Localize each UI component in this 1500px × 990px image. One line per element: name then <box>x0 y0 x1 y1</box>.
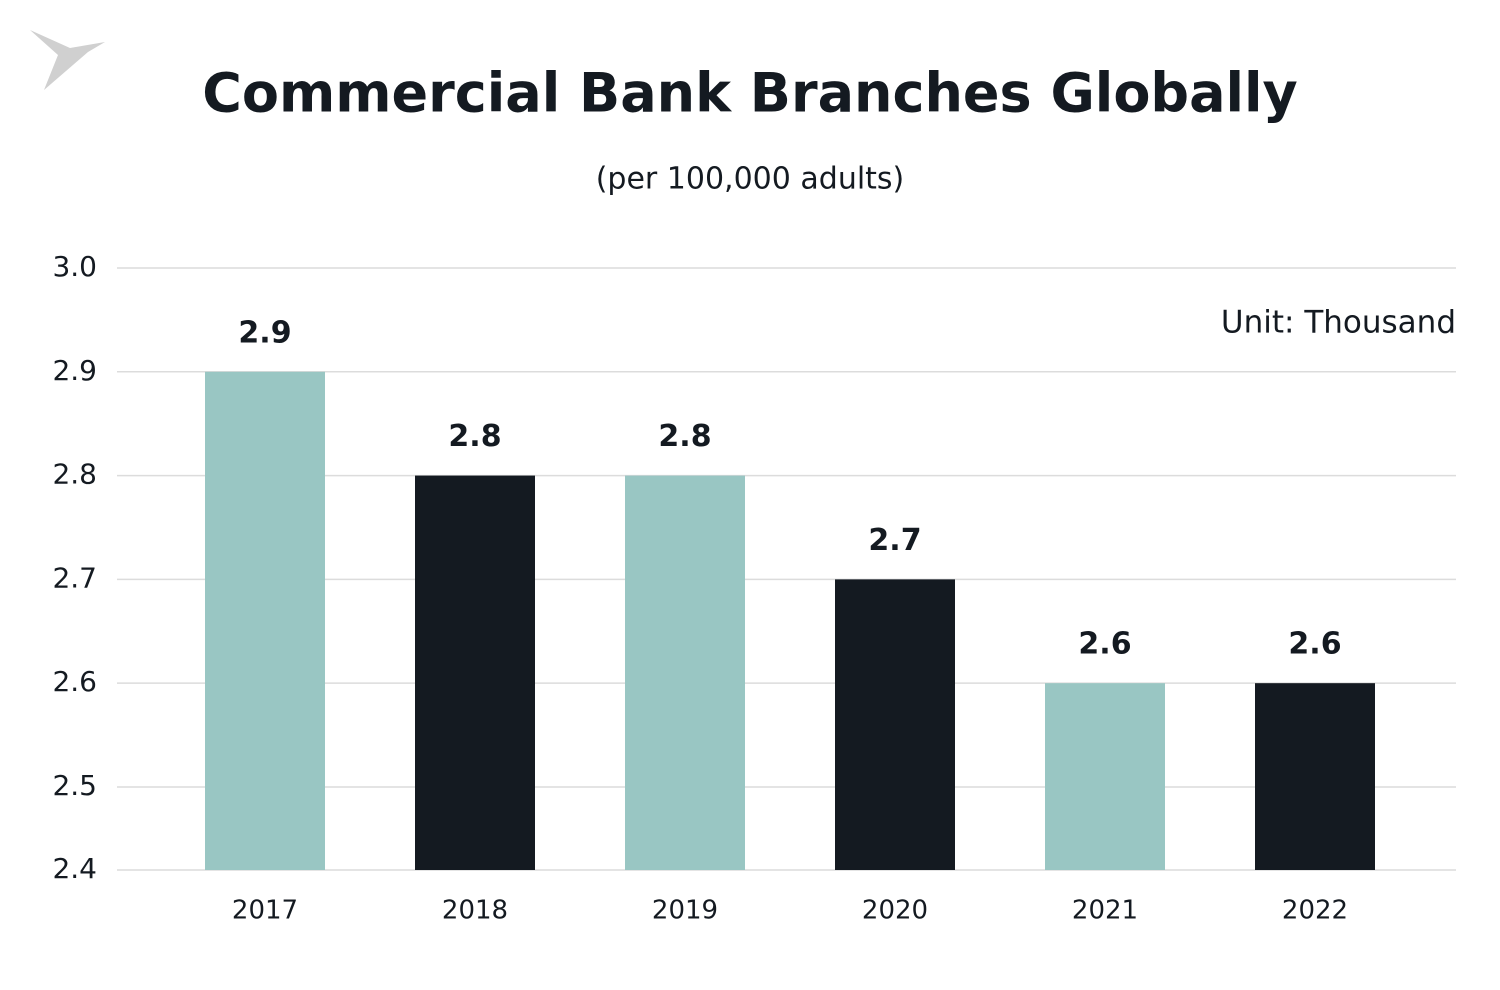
y-tick-label: 2.4 <box>52 852 97 885</box>
y-tick-label: 2.5 <box>52 769 97 802</box>
bar <box>835 579 955 870</box>
y-tick-label: 2.8 <box>52 458 97 491</box>
y-tick-label: 3.0 <box>52 250 97 283</box>
value-label: 2.8 <box>448 419 501 454</box>
y-tick-label: 2.9 <box>52 354 97 387</box>
logo <box>30 30 105 90</box>
chart-subtitle: (per 100,000 adults) <box>596 162 905 197</box>
x-tick-label: 2021 <box>1072 896 1138 926</box>
y-tick-label: 2.7 <box>52 561 97 594</box>
x-tick-label: 2022 <box>1282 896 1348 926</box>
bar <box>415 475 535 870</box>
value-label: 2.9 <box>238 315 291 350</box>
bar <box>1255 683 1375 870</box>
value-label: 2.7 <box>868 523 921 558</box>
bar <box>1045 683 1165 870</box>
x-tick-label: 2017 <box>232 896 298 926</box>
y-tick-label: 2.6 <box>52 665 97 698</box>
value-label: 2.8 <box>658 419 711 454</box>
x-tick-label: 2020 <box>862 896 928 926</box>
value-label: 2.6 <box>1288 627 1341 662</box>
bar <box>205 371 325 870</box>
x-tick-label: 2018 <box>442 896 508 926</box>
x-tick-label: 2019 <box>652 896 718 926</box>
unit-annotation: Unit: Thousand <box>1221 305 1456 341</box>
chart-title: Commercial Bank Branches Globally <box>202 62 1297 125</box>
value-label: 2.6 <box>1078 627 1131 662</box>
bar <box>625 475 745 870</box>
